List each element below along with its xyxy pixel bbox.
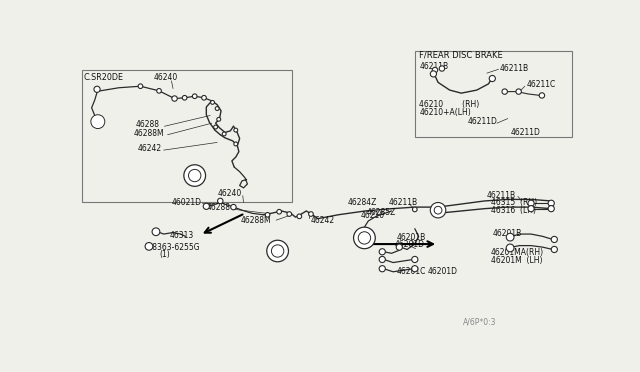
Circle shape [548,206,554,212]
Circle shape [353,227,375,249]
Text: 46211B: 46211B [487,191,516,200]
Text: 08363-6255G: 08363-6255G [145,243,200,251]
Text: 46210        (RH): 46210 (RH) [419,100,480,109]
Circle shape [551,236,557,243]
Text: A/6P*0:3: A/6P*0:3 [463,317,497,326]
Text: 46201MA(RH): 46201MA(RH) [491,248,544,257]
Circle shape [379,249,385,255]
Text: 46211D: 46211D [467,117,497,126]
Circle shape [539,93,545,98]
Text: (1): (1) [159,250,170,259]
Bar [415,51,572,137]
Circle shape [193,94,197,99]
Circle shape [157,89,161,93]
Circle shape [145,243,153,250]
Circle shape [297,214,301,219]
Text: 46313: 46313 [170,231,194,240]
Text: 46242: 46242 [311,216,335,225]
Circle shape [91,115,105,129]
Circle shape [94,118,102,125]
Circle shape [489,76,495,81]
Circle shape [138,84,143,89]
Circle shape [528,200,534,206]
Circle shape [94,86,100,92]
Circle shape [412,266,418,272]
Text: C.SR20DE: C.SR20DE [84,73,124,82]
Text: 46211D: 46211D [511,128,541,137]
Circle shape [506,244,514,252]
Circle shape [204,203,209,209]
Text: 46201B: 46201B [492,229,522,238]
Circle shape [308,212,313,217]
Circle shape [548,200,554,206]
Text: 46210: 46210 [360,211,385,220]
Circle shape [172,96,177,101]
Text: 46288M: 46288M [134,129,164,138]
Circle shape [277,209,282,214]
Text: 46288: 46288 [206,203,230,212]
Text: 46285Z: 46285Z [367,208,396,217]
Circle shape [506,233,514,241]
Circle shape [217,118,221,121]
Circle shape [271,245,284,257]
Circle shape [234,128,237,132]
Text: 46211B: 46211B [388,198,417,207]
Circle shape [211,100,214,104]
Text: 46201M  (LH): 46201M (LH) [491,256,542,265]
Circle shape [379,256,385,263]
Circle shape [430,202,446,218]
Circle shape [439,66,445,71]
Text: 46315  (RH): 46315 (RH) [491,198,537,207]
Circle shape [234,142,237,146]
Circle shape [516,89,522,94]
Circle shape [218,198,223,203]
Circle shape [551,246,557,253]
Circle shape [412,256,418,263]
Circle shape [152,228,160,235]
Text: 46242: 46242 [138,144,161,153]
Circle shape [502,89,508,94]
Text: 46211B: 46211B [419,62,449,71]
Text: 46240: 46240 [218,189,242,198]
Circle shape [189,169,201,182]
Text: 46201D: 46201D [395,240,425,249]
Text: 46210+A(LH): 46210+A(LH) [419,108,471,117]
Circle shape [214,125,218,129]
Text: 46211C: 46211C [527,80,556,89]
Text: 46240: 46240 [154,73,178,82]
Text: F/REAR DISC BRAKE: F/REAR DISC BRAKE [419,51,503,60]
Circle shape [265,212,270,217]
Text: 46316  (LH): 46316 (LH) [491,206,536,215]
Text: 46211B: 46211B [500,64,529,73]
Text: 46201B: 46201B [396,232,426,242]
Text: 46201D: 46201D [428,267,457,276]
Bar [81,70,292,202]
Circle shape [184,165,205,186]
Text: 46288: 46288 [136,120,160,129]
Circle shape [358,232,371,244]
Circle shape [432,67,438,73]
Circle shape [287,212,292,217]
Circle shape [379,266,385,272]
Circle shape [434,206,442,214]
Circle shape [267,240,289,262]
Circle shape [231,205,236,210]
Circle shape [182,96,187,100]
Circle shape [528,206,534,212]
Circle shape [412,207,417,212]
Circle shape [222,132,226,136]
Text: 46284Z: 46284Z [348,198,377,207]
Text: 46201C: 46201C [396,267,426,276]
Circle shape [430,71,436,77]
Text: 46021D: 46021D [172,198,202,207]
Text: 46288M: 46288M [241,216,271,225]
Circle shape [396,244,403,250]
Circle shape [215,107,219,110]
Circle shape [202,96,206,100]
